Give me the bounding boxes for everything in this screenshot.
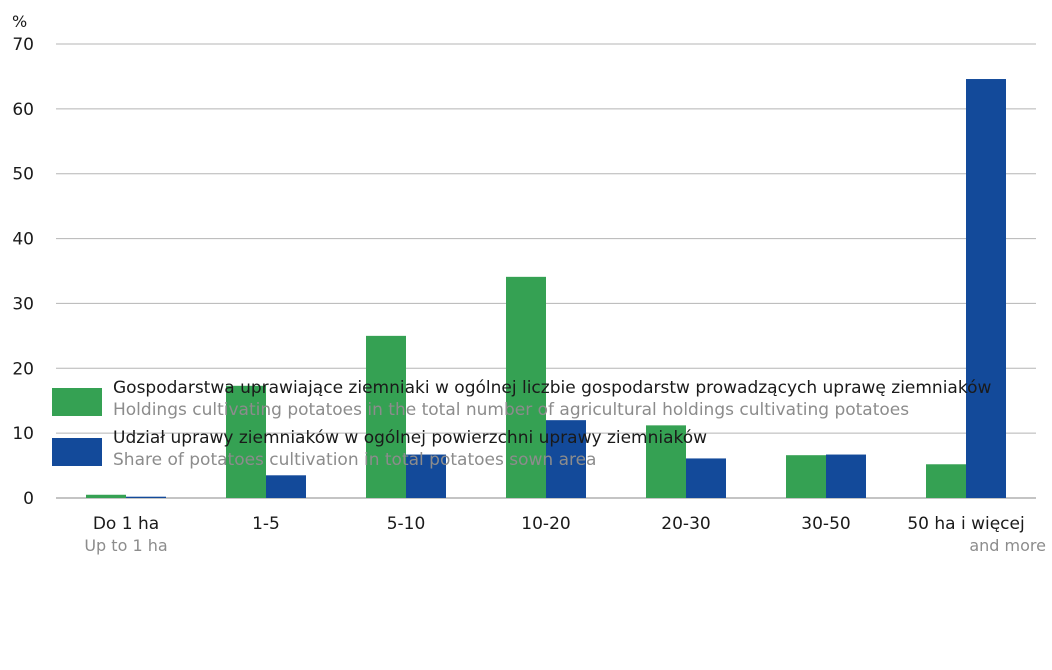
- bar-holdings: [226, 385, 266, 498]
- x-tick-label: 20-30: [661, 514, 710, 534]
- bar-area: [266, 475, 306, 498]
- x-tick-label: 1-5: [252, 514, 280, 534]
- x-tick-sublabel: Up to 1 ha: [84, 536, 167, 555]
- bar-area: [126, 496, 166, 498]
- legend-swatch-area: [52, 438, 102, 466]
- bar-area: [546, 420, 586, 498]
- bar-area: [686, 458, 726, 498]
- x-tick-label: 5-10: [387, 514, 426, 534]
- x-tick-label: 10-20: [521, 514, 570, 534]
- legend-label-area-en: Share of potatoes cultivation in total p…: [113, 450, 597, 470]
- bar-holdings: [366, 335, 406, 498]
- bar-area: [406, 454, 446, 498]
- legend-label-holdings-en: Holdings cultivating potatoes in the tot…: [113, 400, 910, 420]
- x-tick-label: Do 1 ha: [93, 514, 159, 534]
- bar-area: [966, 79, 1006, 498]
- y-axis-unit-label: %: [12, 12, 27, 31]
- bar-holdings: [786, 455, 826, 498]
- bar-area: [826, 454, 866, 498]
- x-tick-label: 50 ha i więcej: [907, 514, 1024, 534]
- bar-chart: % 0 10 20 30 40 50 60 70 Do 1 ha Up to 1 ha 1-5 5-10…: [12, 12, 1046, 555]
- bar-holdings: [926, 464, 966, 498]
- x-tick-label: 30-50: [801, 514, 850, 534]
- bar-holdings: [506, 276, 546, 498]
- x-tick-sublabel: and more: [969, 536, 1046, 555]
- bar-holdings: [646, 425, 686, 498]
- y-tick-label: 40: [12, 230, 34, 250]
- y-tick-label: 30: [12, 294, 34, 314]
- legend-label-area: Udział uprawy ziemniaków w ogólnej powie…: [113, 428, 708, 448]
- y-tick-label: 0: [23, 489, 34, 509]
- y-tick-label: 10: [12, 424, 34, 444]
- y-tick-label: 60: [12, 100, 34, 120]
- y-tick-label: 70: [12, 35, 34, 55]
- legend-label-holdings: Gospodarstwa uprawiające ziemniaki w ogó…: [113, 378, 992, 398]
- legend-item-holdings: Gospodarstwa uprawiające ziemniaki w ogó…: [52, 378, 1052, 428]
- legend-item-area: Udział uprawy ziemniaków w ogólnej powie…: [52, 428, 1052, 478]
- legend-swatch-holdings: [52, 388, 102, 416]
- y-tick-label: 50: [12, 165, 34, 185]
- bar-holdings: [86, 494, 126, 498]
- y-tick-label: 20: [12, 359, 34, 379]
